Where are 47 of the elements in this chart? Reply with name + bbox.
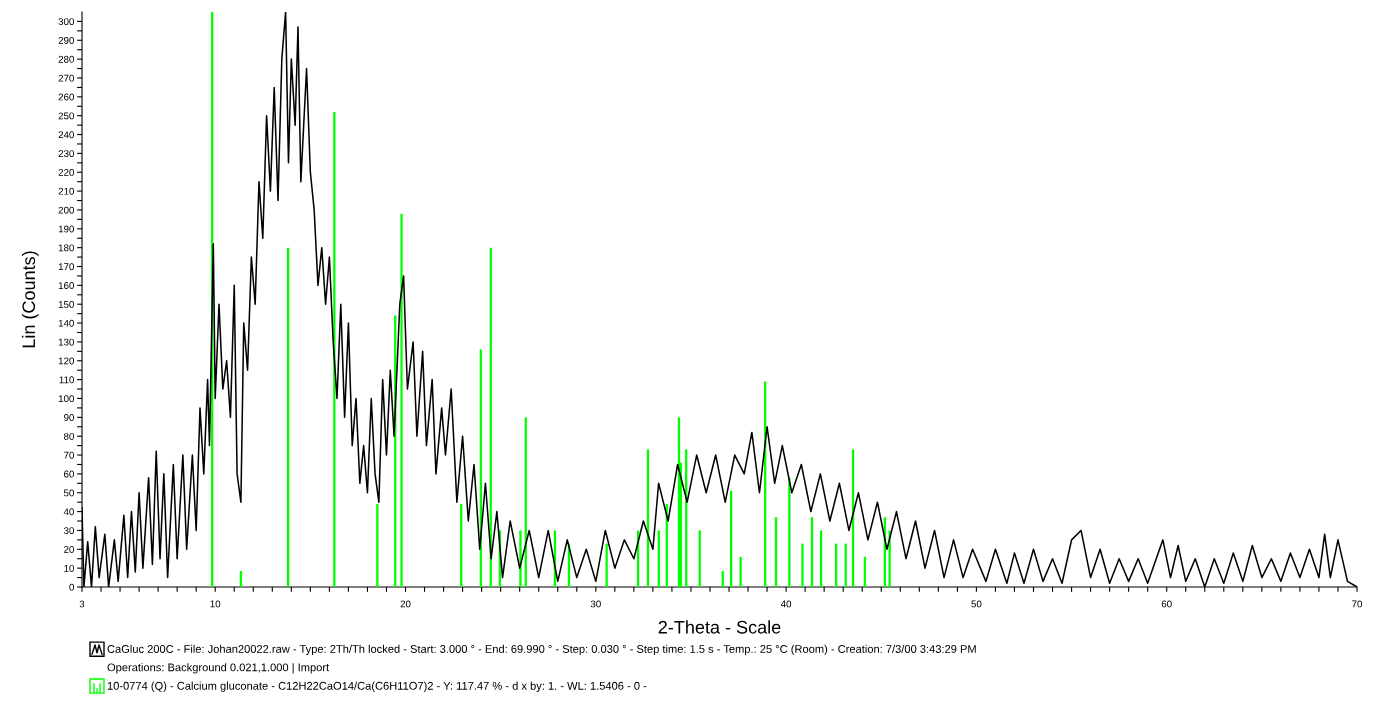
- y-tick-label: 230: [58, 150, 74, 158]
- y-tick-label: 0: [69, 583, 74, 591]
- y-tick-label: 240: [58, 131, 74, 139]
- x-tick-label: 10: [210, 600, 221, 608]
- y-tick-label: 60: [64, 470, 74, 478]
- y-tick-label: 130: [58, 338, 74, 346]
- bar: [400, 213, 403, 587]
- text: Operations: Background 0.021,1.000 | Import: [107, 663, 330, 674]
- y-tick-label: 150: [58, 300, 74, 308]
- y-tick-label: 10: [64, 564, 74, 572]
- y-tick-label: 50: [63, 489, 74, 497]
- legend-label: CaGluc 200C - File: Johan20022.raw - Type: 2Th/Th locked - Start: 3.000 ° - End: 69.990 ° - Step: 0.030 ° - Step time: 1.5 s - Temp.: 25 °C (Room) - Creation: 7/3/00 3:43:29 PM: [107, 644, 976, 656]
- y-tick-label: 110: [59, 376, 74, 384]
- x-tick-label: 50: [971, 600, 982, 608]
- x-tick-label: 3: [79, 600, 85, 608]
- y-tick-label: 290: [58, 37, 74, 44]
- y-tick-label: 270: [58, 74, 74, 82]
- y-tick-label: 70: [64, 451, 74, 459]
- y-tick-label: 300: [58, 18, 74, 26]
- x-tick-label: 20: [400, 600, 411, 608]
- y-tick-label: 210: [58, 187, 74, 195]
- y-tick-label: 160: [58, 282, 74, 289]
- y-axis-title: Lin (Counts): [21, 251, 39, 348]
- y-tick-label: 30: [63, 527, 74, 535]
- legend-label: 10-0774 (Q) - Calcium gluconate - C12H22CaO14/Ca(C6H11O7)2 - Y: 117.47 % - d x by: 1. - WL: 1.5406 - 0 -: [107, 681, 647, 692]
- y-tick-label: 90: [64, 414, 74, 421]
- y-tick-label: 180: [58, 244, 74, 252]
- x-axis-title: 2-Theta - Scale: [658, 620, 781, 634]
- y-tick-label: 100: [58, 395, 74, 403]
- y-tick-label: 20: [64, 546, 74, 553]
- y-tick-label: 250: [58, 112, 74, 120]
- y-tick-label: 80: [63, 432, 74, 440]
- y-tick-label: 140: [58, 319, 74, 327]
- x-tick-label: 60: [1161, 600, 1172, 608]
- y-tick-label: 220: [58, 168, 74, 176]
- x-tick-label: 40: [780, 600, 792, 608]
- y-tick-label: 170: [58, 263, 74, 271]
- bar: [801, 543, 804, 587]
- y-tick-label: 200: [58, 206, 74, 214]
- y-tick-label: 40: [63, 508, 74, 516]
- y-tick-label: 120: [58, 357, 74, 365]
- y-tick-label: 190: [58, 225, 74, 233]
- y-tick-label: 260: [58, 93, 74, 101]
- bar: [739, 556, 742, 587]
- x-tick-label: 70: [1352, 600, 1363, 608]
- y-tick-label: 280: [58, 55, 74, 63]
- x-tick-label: 30: [590, 600, 601, 608]
